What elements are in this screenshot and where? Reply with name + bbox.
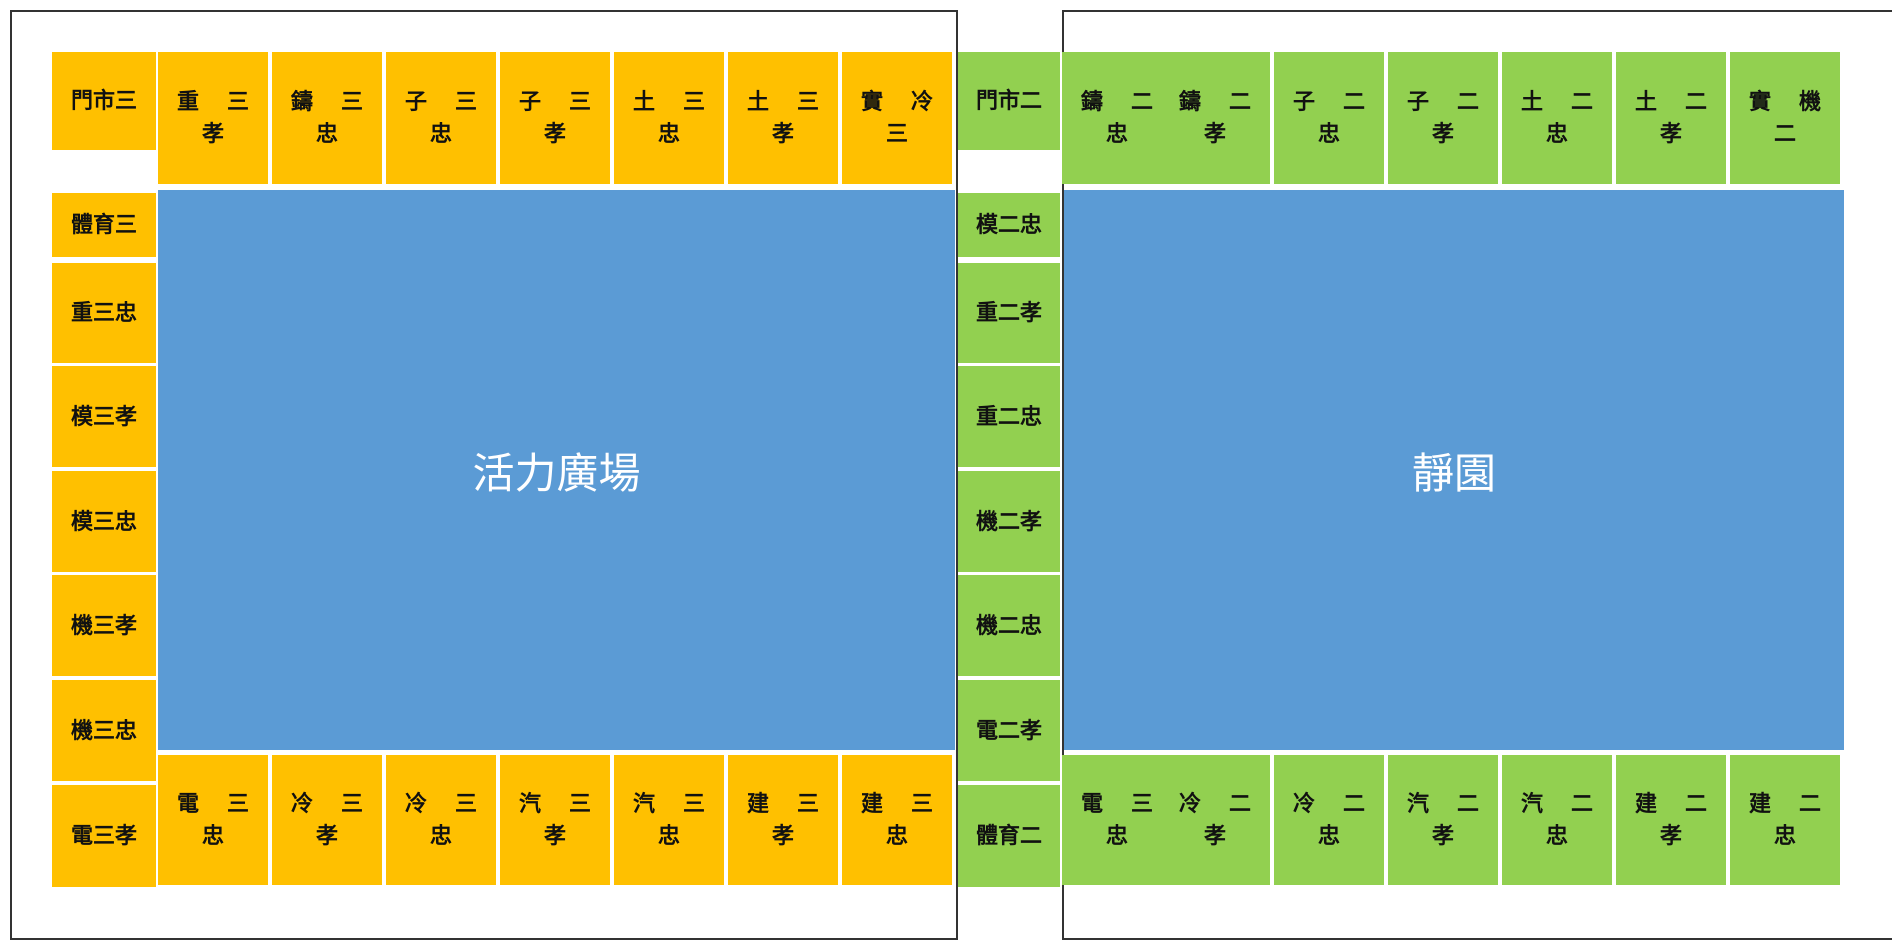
right-block-bottom-cell-5: 建二孝 bbox=[1616, 755, 1726, 885]
left-block-side-cell-1: 重三忠 bbox=[52, 263, 156, 363]
left-block-bottom-cell-5: 建三孝 bbox=[728, 755, 838, 885]
right-block-top-cell-7: 實機二 bbox=[1730, 52, 1840, 184]
left-block-side-cell-4: 機三孝 bbox=[52, 575, 156, 676]
left-block-bottom-cell-6: 建三忠 bbox=[842, 755, 952, 885]
left-block-bottom-cell-4: 汽三忠 bbox=[614, 755, 724, 885]
left-block-side-cell-0: 體育三 bbox=[52, 193, 156, 257]
left-block-top-cell-6: 土三孝 bbox=[728, 52, 838, 184]
right-block-side-cell-2: 重二忠 bbox=[958, 366, 1060, 467]
left-block-top-cell-5: 土三忠 bbox=[614, 52, 724, 184]
right-block-side-cell-5: 電二孝 bbox=[958, 680, 1060, 781]
right-block-top-cell-1: 鑄二忠 bbox=[1062, 52, 1172, 184]
left-block-top-cell-0: 門市三 bbox=[52, 52, 156, 150]
left-block-top-cell-4: 子三孝 bbox=[500, 52, 610, 184]
left-block-side-cell-3: 模三忠 bbox=[52, 471, 156, 572]
left-block-top-cell-7: 實冷三 bbox=[842, 52, 952, 184]
right-block-side-cell-0: 模二忠 bbox=[958, 193, 1060, 257]
right-block-bottom-cell-3: 汽二孝 bbox=[1388, 755, 1498, 885]
left-block-side-cell-6: 電三孝 bbox=[52, 785, 156, 887]
right-block-top-cell-5: 土二忠 bbox=[1502, 52, 1612, 184]
left-block-top-cell-3: 子三忠 bbox=[386, 52, 496, 184]
activity-plaza-label: 活力廣場 bbox=[472, 448, 641, 498]
activity-plaza: 活力廣場 bbox=[158, 190, 955, 750]
right-block-side-cell-3: 機二孝 bbox=[958, 471, 1060, 572]
quiet-garden: 靜園 bbox=[1064, 190, 1844, 750]
right-block-bottom-cell-2: 冷二忠 bbox=[1274, 755, 1384, 885]
right-block-top-cell-2: 鑄二孝 bbox=[1160, 52, 1270, 184]
left-block-side-cell-2: 模三孝 bbox=[52, 366, 156, 467]
right-block-top-cell-4: 子二孝 bbox=[1388, 52, 1498, 184]
left-block-bottom-cell-2: 冷三忠 bbox=[386, 755, 496, 885]
right-block-top-cell-3: 子二忠 bbox=[1274, 52, 1384, 184]
left-block-top-cell-1: 重三孝 bbox=[158, 52, 268, 184]
left-block-top-cell-2: 鑄三忠 bbox=[272, 52, 382, 184]
left-block-bottom-cell-3: 汽三孝 bbox=[500, 755, 610, 885]
left-block-bottom-cell-1: 冷三孝 bbox=[272, 755, 382, 885]
right-block-bottom-cell-6: 建二忠 bbox=[1730, 755, 1840, 885]
right-block-side-cell-6: 體育二 bbox=[958, 785, 1060, 887]
quiet-garden-label: 靜園 bbox=[1411, 448, 1496, 498]
right-block-top-cell-0: 門市二 bbox=[958, 52, 1060, 150]
left-block-bottom-cell-0: 電三忠 bbox=[158, 755, 268, 885]
left-block-side-cell-5: 機三忠 bbox=[52, 680, 156, 781]
right-block-side-cell-4: 機二忠 bbox=[958, 575, 1060, 676]
right-block-bottom-cell-4: 汽二忠 bbox=[1502, 755, 1612, 885]
right-block-side-cell-1: 重二孝 bbox=[958, 263, 1060, 363]
right-block-top-cell-6: 土二孝 bbox=[1616, 52, 1726, 184]
right-block-bottom-cell-0: 電三忠 bbox=[1062, 755, 1172, 885]
right-block-bottom-cell-1: 冷二孝 bbox=[1160, 755, 1270, 885]
